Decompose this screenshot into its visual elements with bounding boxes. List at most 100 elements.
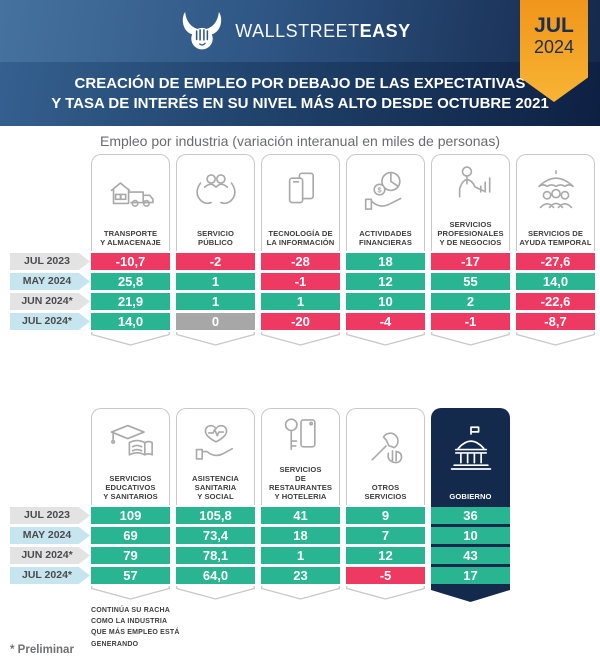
date-ribbon: JUL 2024	[520, 0, 588, 102]
column-point	[261, 332, 340, 346]
value-cell: -8,7	[516, 313, 595, 330]
industry-label: ASISTENCIA SANITARIA Y SOCIAL	[192, 473, 239, 501]
value-cell: -5	[346, 567, 425, 584]
value-cell: 36	[431, 507, 510, 524]
industry-label: TRANSPORTE Y ALMACENAJE	[100, 228, 161, 247]
svg-text:$: $	[377, 185, 381, 194]
value-cells: 105,8 73,4 78,1 64,0	[176, 505, 255, 586]
column-point	[516, 332, 595, 346]
other-services-icon	[347, 409, 424, 483]
value-cell: 1	[261, 293, 340, 310]
industry-label: SERVICIOS PROFESIONALES Y DE NEGOCIOS	[437, 219, 504, 247]
value-cell: 69	[91, 527, 170, 544]
industry-label: SERVICIOS DE AYUDA TEMPORAL	[519, 228, 592, 247]
value-cell: 64,0	[176, 567, 255, 584]
industry-card: TRANSPORTE Y ALMACENAJE	[91, 154, 170, 251]
industry-card: GOBIERNO	[431, 408, 510, 505]
period-label: MAY 2024	[10, 527, 90, 544]
value-cell: -27,6	[516, 253, 595, 270]
value-cells: 41 18 1 23	[261, 505, 340, 586]
period-label: JUL 2023	[10, 507, 90, 524]
value-cells: -27,6 14,0 -22,6 -8,7	[516, 251, 595, 332]
column-point	[261, 586, 340, 600]
industry-column: SERVICIOS DE AYUDA TEMPORAL -27,6 14,0 -22,6…	[516, 154, 595, 346]
value-cells: 9 7 12 -5	[346, 505, 425, 586]
value-cell: 17	[431, 567, 510, 584]
value-cell: 18	[261, 527, 340, 544]
temporary-help-icon	[517, 155, 594, 229]
value-cell: 78,1	[176, 547, 255, 564]
industry-column: SERVICIOS DE RESTAURANTES Y HOTELERIA 41 18 1…	[261, 408, 340, 600]
value-cell: 9	[346, 507, 425, 524]
value-cell: 1	[176, 273, 255, 290]
professional-services-icon	[432, 155, 509, 220]
information-technology-icon	[262, 155, 339, 229]
period-label: JUL 2023	[10, 253, 90, 270]
brand-wordmark-bold: EASY	[359, 20, 411, 41]
brand-wordmark: WALLSTREETEASY	[235, 21, 410, 42]
value-cell: 105,8	[176, 507, 255, 524]
industry-label: SERVICIO PÚBLICO	[197, 228, 234, 247]
value-cell: -28	[261, 253, 340, 270]
industry-card: ASISTENCIA SANITARIA Y SOCIAL	[176, 408, 255, 505]
period-label: JUL 2024*	[10, 313, 90, 330]
industry-card: SERVICIOS DE AYUDA TEMPORAL	[516, 154, 595, 251]
period-label: JUN 2024*	[10, 547, 90, 564]
value-cells: -17 55 2 -1	[431, 251, 510, 332]
brand: WALLSTREETEASY	[179, 9, 410, 53]
period-label: JUL 2024*	[10, 567, 90, 584]
ribbon-year: 2024	[533, 37, 575, 57]
industry-label: ACTIVIDADES FINANCIERAS	[359, 228, 412, 247]
title-line-2: Y TASA DE INTERÉS EN SU NIVEL MÁS ALTO D…	[51, 95, 549, 112]
value-cell: 23	[261, 567, 340, 584]
column-point	[176, 332, 255, 346]
value-cell: 1	[176, 293, 255, 310]
government-icon	[432, 409, 509, 492]
employment-table-1: JUL 2023 MAY 2024 JUN 2024* JUL 2024* TRANSP…	[0, 154, 600, 346]
column-point	[91, 586, 170, 600]
value-cell: 25,8	[91, 273, 170, 290]
value-cells: 18 12 10 -4	[346, 251, 425, 332]
industry-column: ASISTENCIA SANITARIA Y SOCIAL 105,8 73,4 78,1…	[176, 408, 255, 600]
value-cell: 18	[346, 253, 425, 270]
industry-label: SERVICIOS EDUCATIVOS Y SANITARIOS	[103, 473, 158, 501]
industry-label: GOBIERNO	[449, 491, 492, 501]
value-cell: 21,9	[91, 293, 170, 310]
period-labels: JUL 2023 MAY 2024 JUN 2024* JUL 2024*	[10, 507, 90, 587]
industry-column: SERVICIOS EDUCATIVOS Y SANITARIOS 109 69 79 57…	[91, 408, 179, 650]
industry-card: SERVICIO PÚBLICO	[176, 154, 255, 251]
value-cell: 109	[91, 507, 170, 524]
employment-table-2: JUL 2023 MAY 2024 JUN 2024* JUL 2024* SERVIC…	[0, 408, 600, 650]
industry-column: GOBIERNO 36 10 43 17	[431, 408, 510, 602]
header: WALLSTREETEASY	[0, 0, 600, 62]
public-service-icon	[177, 155, 254, 229]
value-cell: 57	[91, 567, 170, 584]
value-cells: -2 1 1 0	[176, 251, 255, 332]
industry-card: SERVICIOS EDUCATIVOS Y SANITARIOS	[91, 408, 170, 505]
industry-column: $ ACTIVIDADES FINANCIERAS 18 12 10 -4	[346, 154, 425, 346]
column-point	[91, 332, 170, 346]
chart-subtitle: Empleo por industria (variación interanu…	[100, 133, 500, 149]
value-cell: 7	[346, 527, 425, 544]
health-social-icon	[177, 409, 254, 474]
industry-label: SERVICIOS DE RESTAURANTES Y HOTELERIA	[268, 464, 333, 501]
value-cell: 2	[431, 293, 510, 310]
column-point	[346, 332, 425, 346]
industry-card: SERVICIOS PROFESIONALES Y DE NEGOCIOS	[431, 154, 510, 251]
value-cell: 1	[261, 547, 340, 564]
industry-label: OTROS SERVICIOS	[364, 482, 407, 501]
period-label: MAY 2024	[10, 273, 90, 290]
column-point	[431, 586, 510, 602]
value-cell: 10	[431, 527, 510, 544]
value-cell: 14,0	[516, 273, 595, 290]
industry-column: SERVICIOS PROFESIONALES Y DE NEGOCIOS -17 55…	[431, 154, 510, 346]
period-label: JUN 2024*	[10, 293, 90, 310]
value-cell: 12	[346, 273, 425, 290]
value-cell: 41	[261, 507, 340, 524]
education-health-icon	[92, 409, 169, 474]
value-cell: -22,6	[516, 293, 595, 310]
value-cell: -10,7	[91, 253, 170, 270]
industry-label: TECNOLOGÍA DE LA INFORMACIÓN	[266, 228, 335, 247]
value-cells: 109 69 79 57	[91, 505, 170, 586]
